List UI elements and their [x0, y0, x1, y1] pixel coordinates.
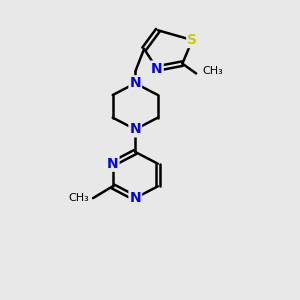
Text: S: S — [187, 33, 197, 47]
Text: CH₃: CH₃ — [68, 193, 89, 203]
Text: N: N — [130, 191, 141, 205]
Text: N: N — [130, 122, 141, 136]
Text: N: N — [130, 76, 141, 90]
Text: CH₃: CH₃ — [202, 67, 223, 76]
Text: N: N — [107, 157, 118, 171]
Text: N: N — [151, 61, 163, 76]
